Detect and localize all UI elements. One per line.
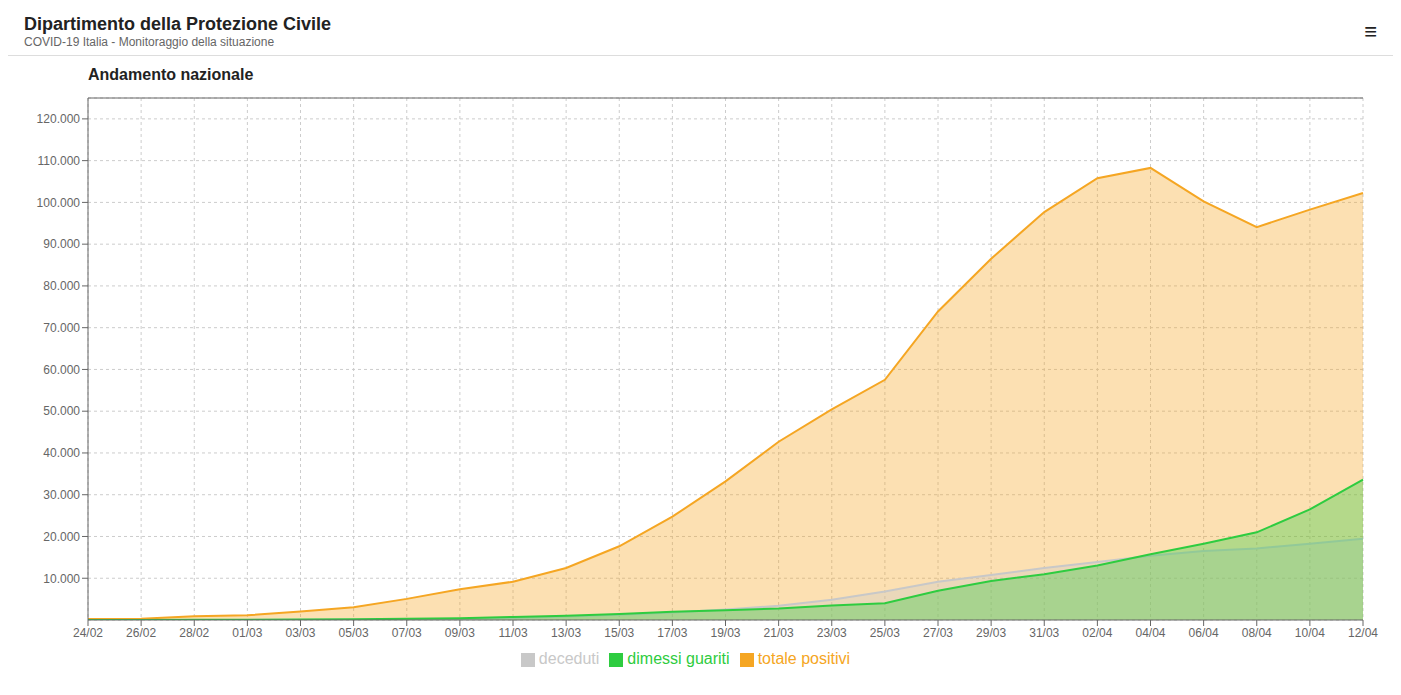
svg-text:07/03: 07/03 [392,626,422,640]
svg-text:100.000: 100.000 [37,196,81,210]
svg-text:29/03: 29/03 [976,626,1006,640]
svg-text:01/03: 01/03 [232,626,262,640]
svg-text:24/02: 24/02 [73,626,103,640]
html-text:deceduti: deceduti [538,650,600,667]
svg-text:11/03: 11/03 [498,626,527,640]
svg-text:25/03: 25/03 [870,626,900,640]
html-text:Andamento nazionale: Andamento nazionale [88,66,254,83]
svg-text:15/03: 15/03 [604,626,634,640]
svg-text:110.000: 110.000 [38,154,81,168]
svg-text:13/03: 13/03 [551,626,581,640]
svg-text:28/02: 28/02 [179,626,209,640]
svg-text:120.000: 120.000 [37,112,81,126]
html-text:totale positivi: totale positivi [757,650,851,667]
html-text:Dipartimento della Protezione: Dipartimento della Protezione Civile [24,14,332,34]
svg-text:30.000: 30.000 [43,488,80,502]
html-text:dimessi guariti: dimessi guariti [627,650,730,667]
svg-text:08/04: 08/04 [1242,626,1272,640]
svg-text:90.000: 90.000 [43,237,80,251]
svg-text:26/02: 26/02 [126,626,156,640]
svg-text:20.000: 20.000 [43,530,80,544]
svg-text:04/04: 04/04 [1135,626,1165,640]
svg-text:19/03: 19/03 [710,626,740,640]
svg-text:23/03: 23/03 [817,626,847,640]
html-text:COVID-19 Italia - Monitoraggio: COVID-19 Italia - Monitoraggio della sit… [24,35,275,49]
svg-text:50.000: 50.000 [43,404,80,418]
svg-text:27/03: 27/03 [923,626,953,640]
svg-text:10.000: 10.000 [43,572,80,586]
svg-text:12/04: 12/04 [1348,626,1378,640]
svg-text:02/04: 02/04 [1082,626,1112,640]
svg-text:09/03: 09/03 [445,626,475,640]
svg-text:60.000: 60.000 [43,363,80,377]
svg-text:31/03: 31/03 [1029,626,1059,640]
svg-text:40.000: 40.000 [43,446,80,460]
svg-text:10/04: 10/04 [1295,626,1325,640]
svg-text:06/04: 06/04 [1189,626,1219,640]
svg-text:03/03: 03/03 [285,626,315,640]
svg-text:80.000: 80.000 [43,279,80,293]
svg-text:70.000: 70.000 [43,321,80,335]
svg-text:17/03: 17/03 [657,626,687,640]
svg-text:21/03: 21/03 [764,626,794,640]
svg-text:05/03: 05/03 [339,626,369,640]
